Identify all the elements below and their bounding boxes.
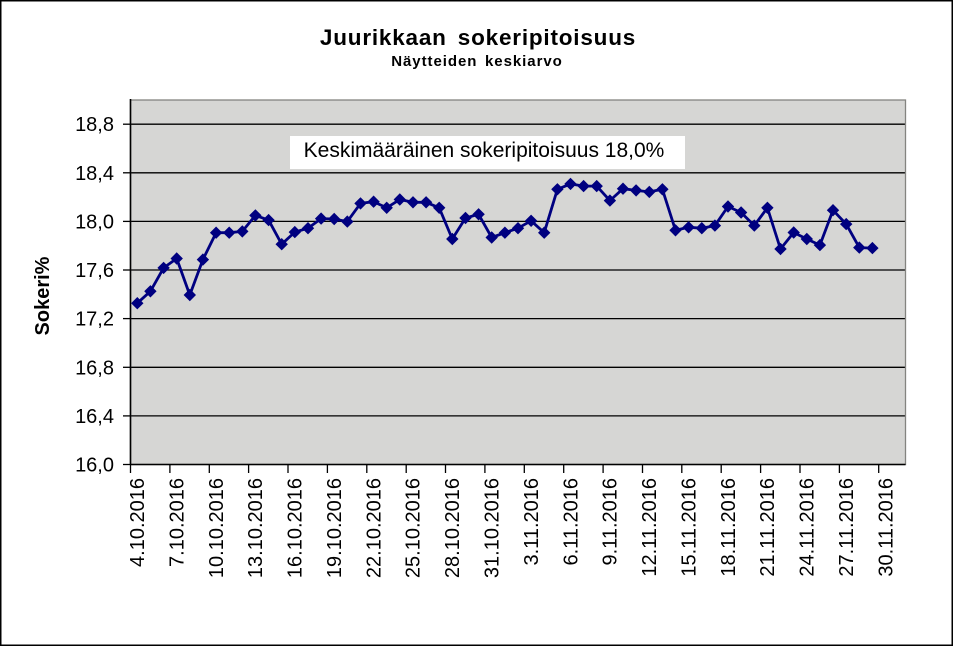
svg-text:10.10.2016: 10.10.2016 bbox=[206, 478, 228, 578]
svg-text:21.11.2016: 21.11.2016 bbox=[757, 478, 779, 577]
svg-text:31.10.2016: 31.10.2016 bbox=[482, 478, 504, 578]
svg-text:Näytteiden keskiarvo: Näytteiden keskiarvo bbox=[391, 53, 563, 70]
svg-text:19.10.2016: 19.10.2016 bbox=[324, 478, 346, 578]
svg-text:18,0: 18,0 bbox=[75, 211, 114, 233]
svg-text:22.10.2016: 22.10.2016 bbox=[363, 478, 385, 578]
svg-text:12.11.2016: 12.11.2016 bbox=[639, 478, 661, 577]
svg-text:7.10.2016: 7.10.2016 bbox=[166, 478, 188, 567]
svg-text:16,8: 16,8 bbox=[75, 357, 114, 379]
svg-text:13.10.2016: 13.10.2016 bbox=[245, 478, 267, 578]
svg-text:16,0: 16,0 bbox=[75, 455, 114, 477]
svg-text:30.11.2016: 30.11.2016 bbox=[875, 478, 897, 577]
svg-text:27.11.2016: 27.11.2016 bbox=[836, 478, 858, 577]
svg-text:18,8: 18,8 bbox=[75, 114, 114, 136]
svg-text:18.11.2016: 18.11.2016 bbox=[718, 478, 740, 577]
svg-text:3.11.2016: 3.11.2016 bbox=[521, 478, 543, 566]
svg-text:9.11.2016: 9.11.2016 bbox=[600, 478, 622, 566]
svg-text:16.10.2016: 16.10.2016 bbox=[285, 478, 307, 578]
svg-text:17,6: 17,6 bbox=[75, 260, 114, 282]
svg-text:24.11.2016: 24.11.2016 bbox=[797, 478, 819, 577]
svg-text:17,2: 17,2 bbox=[75, 309, 114, 331]
svg-text:25.10.2016: 25.10.2016 bbox=[403, 478, 425, 578]
svg-text:Sokeri%: Sokeri% bbox=[32, 256, 54, 335]
svg-text:Keskimääräinen sokeripitoisuus: Keskimääräinen sokeripitoisuus 18,0% bbox=[304, 139, 665, 162]
svg-text:Juurikkaan sokeripitoisuus: Juurikkaan sokeripitoisuus bbox=[320, 25, 636, 50]
svg-text:6.11.2016: 6.11.2016 bbox=[560, 478, 582, 566]
svg-text:16,4: 16,4 bbox=[75, 406, 114, 428]
svg-text:18,4: 18,4 bbox=[75, 163, 114, 185]
svg-text:15.11.2016: 15.11.2016 bbox=[678, 478, 700, 577]
svg-text:28.10.2016: 28.10.2016 bbox=[442, 478, 464, 578]
svg-text:4.10.2016: 4.10.2016 bbox=[127, 478, 149, 567]
